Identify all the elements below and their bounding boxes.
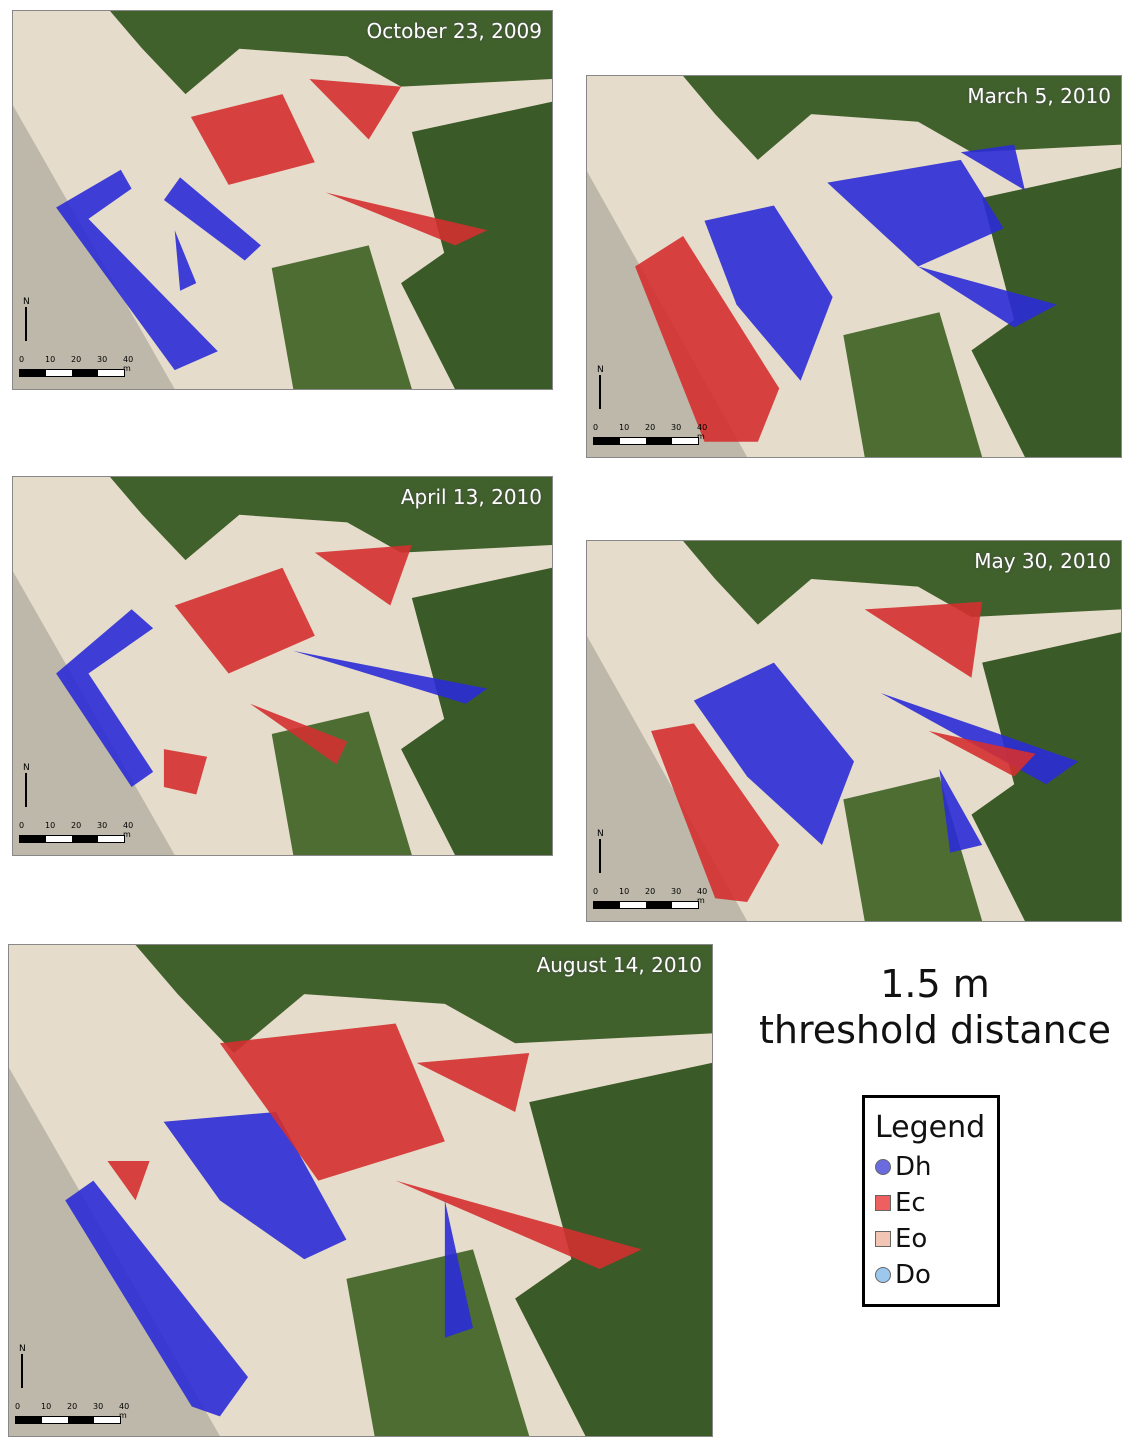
aerial-image bbox=[587, 541, 1121, 921]
legend-label: Do bbox=[895, 1260, 931, 1290]
scale-label: 30 bbox=[97, 355, 107, 364]
legend-item: Dh bbox=[875, 1149, 987, 1185]
scale-label: 30 bbox=[97, 821, 107, 830]
scale-label: 0 bbox=[19, 355, 24, 364]
scale-bar bbox=[593, 437, 699, 445]
north-arrow bbox=[599, 375, 601, 409]
north-arrow bbox=[599, 839, 601, 873]
scale-label: 0 bbox=[593, 423, 598, 432]
scale-label: 0 bbox=[19, 821, 24, 830]
scale-label: 30 bbox=[93, 1402, 103, 1411]
legend-swatch bbox=[875, 1195, 891, 1211]
scale-label: 20 bbox=[645, 887, 655, 896]
scale-label: 10 bbox=[619, 887, 629, 896]
scale-segment bbox=[620, 902, 646, 908]
north-label: N bbox=[597, 365, 604, 375]
legend-label: Eo bbox=[895, 1224, 927, 1254]
legend-swatch bbox=[875, 1267, 891, 1283]
scale-segment bbox=[42, 1417, 68, 1423]
scale-label: 0 bbox=[593, 887, 598, 896]
panel-date: October 23, 2009 bbox=[367, 19, 542, 43]
caption-line1: 1.5 m bbox=[740, 962, 1122, 1006]
scale-bar bbox=[593, 901, 699, 909]
north-arrow bbox=[21, 1354, 23, 1388]
scale-segment bbox=[94, 1417, 120, 1423]
legend-label: Ec bbox=[895, 1188, 926, 1218]
scale-label: 10 bbox=[41, 1402, 51, 1411]
scale-label: 10 bbox=[45, 355, 55, 364]
scale-labels: 010203040 m bbox=[593, 887, 703, 899]
scale-bar bbox=[19, 369, 125, 377]
legend-item: Eo bbox=[875, 1221, 987, 1257]
north-arrow bbox=[25, 773, 27, 807]
north-label: N bbox=[23, 297, 30, 307]
scale-labels: 010203040 m bbox=[19, 821, 129, 833]
north-label: N bbox=[19, 1344, 26, 1354]
legend-title: Legend bbox=[875, 1110, 987, 1145]
panel-date: March 5, 2010 bbox=[967, 84, 1111, 108]
page: October 23, 2009N010203040 mMarch 5, 201… bbox=[0, 0, 1122, 1437]
scale-label: 20 bbox=[645, 423, 655, 432]
legend-item: Do bbox=[875, 1257, 987, 1293]
scale-segment bbox=[672, 902, 698, 908]
scale-segment bbox=[646, 902, 672, 908]
scale-label: 20 bbox=[71, 355, 81, 364]
scale-segment bbox=[594, 438, 620, 444]
scale-segment bbox=[20, 836, 46, 842]
scale-label: 10 bbox=[45, 821, 55, 830]
scale-segment bbox=[20, 370, 46, 376]
scale-segment bbox=[68, 1417, 94, 1423]
scale-label: 20 bbox=[71, 821, 81, 830]
scale-segment bbox=[46, 370, 72, 376]
legend: Legend Dh Ec Eo Do bbox=[862, 1095, 1000, 1307]
scale-segment bbox=[620, 438, 646, 444]
scale-label: 10 bbox=[619, 423, 629, 432]
scale-label: 30 bbox=[671, 423, 681, 432]
north-arrow bbox=[25, 307, 27, 341]
legend-swatch bbox=[875, 1231, 891, 1247]
scale-segment bbox=[646, 438, 672, 444]
scale-label: 20 bbox=[67, 1402, 77, 1411]
panel-date: April 13, 2010 bbox=[401, 485, 542, 509]
caption-line2: threshold distance bbox=[740, 1008, 1122, 1052]
legend-label: Dh bbox=[895, 1152, 932, 1182]
scale-segment bbox=[46, 836, 72, 842]
north-label: N bbox=[23, 763, 30, 773]
legend-swatch bbox=[875, 1159, 891, 1175]
scale-bar bbox=[19, 835, 125, 843]
panel-date: August 14, 2010 bbox=[537, 953, 702, 977]
aerial-image bbox=[587, 76, 1121, 457]
scale-label: 0 bbox=[15, 1402, 20, 1411]
scale-bar bbox=[15, 1416, 121, 1424]
scale-segment bbox=[72, 836, 98, 842]
north-label: N bbox=[597, 829, 604, 839]
scale-segment bbox=[72, 370, 98, 376]
scale-segment bbox=[98, 836, 124, 842]
panel-date: May 30, 2010 bbox=[974, 549, 1111, 573]
scale-segment bbox=[594, 902, 620, 908]
scale-segment bbox=[16, 1417, 42, 1423]
aerial-image bbox=[13, 477, 552, 855]
scale-label: 30 bbox=[671, 887, 681, 896]
legend-item: Ec bbox=[875, 1185, 987, 1221]
aerial-image bbox=[13, 11, 552, 389]
scale-segment bbox=[672, 438, 698, 444]
scale-segment bbox=[98, 370, 124, 376]
aerial-image bbox=[9, 945, 712, 1436]
